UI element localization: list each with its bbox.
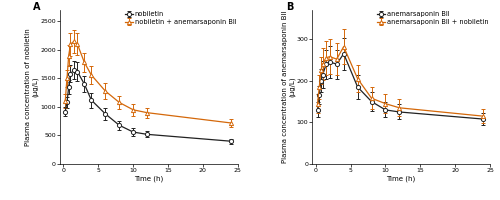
Text: B: B xyxy=(286,2,293,12)
Y-axis label: Plasma concentration of anemarsaponin BII
(μg/L): Plasma concentration of anemarsaponin BI… xyxy=(282,11,295,163)
Legend: anemarsaponin BII, anemarsaponin BII + nobiletin: anemarsaponin BII, anemarsaponin BII + n… xyxy=(376,11,490,26)
X-axis label: Time (h): Time (h) xyxy=(386,176,416,182)
Legend: nobiletin, nobiletin + anemarsaponin BII: nobiletin, nobiletin + anemarsaponin BII xyxy=(124,11,237,26)
Text: A: A xyxy=(34,2,41,12)
X-axis label: Time (h): Time (h) xyxy=(134,176,164,182)
Y-axis label: Plasma concentration of nobiletin
(μg/L): Plasma concentration of nobiletin (μg/L) xyxy=(26,28,39,146)
